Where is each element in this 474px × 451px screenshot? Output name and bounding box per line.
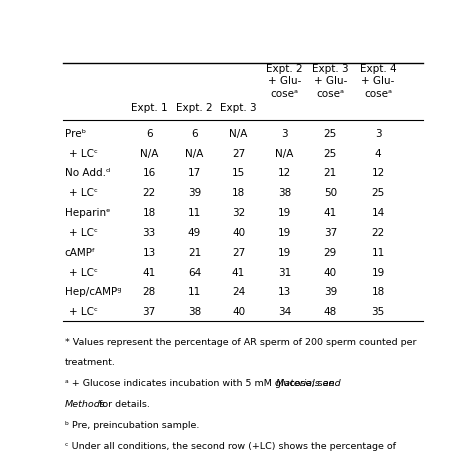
- Text: 17: 17: [188, 168, 201, 178]
- Text: 38: 38: [188, 307, 201, 317]
- Text: 38: 38: [278, 188, 291, 198]
- Text: Expt. 1: Expt. 1: [131, 103, 168, 113]
- Text: Expt. 2
+ Glu-
coseᵃ: Expt. 2 + Glu- coseᵃ: [266, 64, 303, 99]
- Text: 35: 35: [372, 307, 385, 317]
- Text: 25: 25: [324, 129, 337, 138]
- Text: N/A: N/A: [275, 148, 293, 158]
- Text: 19: 19: [372, 267, 385, 277]
- Text: 12: 12: [372, 168, 385, 178]
- Text: + LCᶜ: + LCᶜ: [69, 148, 98, 158]
- Text: Materials and: Materials and: [276, 378, 340, 387]
- Text: 19: 19: [278, 227, 291, 237]
- Text: 4: 4: [375, 148, 382, 158]
- Text: + LCᶜ: + LCᶜ: [69, 267, 98, 277]
- Text: 48: 48: [324, 307, 337, 317]
- Text: 25: 25: [372, 188, 385, 198]
- Text: 6: 6: [191, 129, 198, 138]
- Text: 21: 21: [324, 168, 337, 178]
- Text: Expt. 4
+ Glu-
coseᵃ: Expt. 4 + Glu- coseᵃ: [360, 64, 396, 99]
- Text: 34: 34: [278, 307, 291, 317]
- Text: 6: 6: [146, 129, 153, 138]
- Text: + LCᶜ: + LCᶜ: [69, 307, 98, 317]
- Text: ᵇ Pre, preincubation sample.: ᵇ Pre, preincubation sample.: [65, 420, 199, 429]
- Text: 40: 40: [232, 227, 245, 237]
- Text: ᶜ Under all conditions, the second row (+LC) shows the percentage of: ᶜ Under all conditions, the second row (…: [65, 441, 396, 450]
- Text: 41: 41: [324, 207, 337, 218]
- Text: 39: 39: [188, 188, 201, 198]
- Text: 41: 41: [143, 267, 156, 277]
- Text: 50: 50: [324, 188, 337, 198]
- Text: 37: 37: [143, 307, 156, 317]
- Text: Expt. 3
+ Glu-
coseᵃ: Expt. 3 + Glu- coseᵃ: [312, 64, 349, 99]
- Text: 22: 22: [372, 227, 385, 237]
- Text: + LCᶜ: + LCᶜ: [69, 227, 98, 237]
- Text: N/A: N/A: [185, 148, 204, 158]
- Text: 37: 37: [324, 227, 337, 237]
- Text: treatment.: treatment.: [65, 358, 116, 367]
- Text: N/A: N/A: [229, 129, 248, 138]
- Text: cAMPᶠ: cAMPᶠ: [65, 247, 96, 257]
- Text: 28: 28: [143, 287, 156, 297]
- Text: 25: 25: [324, 148, 337, 158]
- Text: 39: 39: [324, 287, 337, 297]
- Text: 41: 41: [232, 267, 245, 277]
- Text: 3: 3: [375, 129, 382, 138]
- Text: 11: 11: [188, 287, 201, 297]
- Text: No Add.ᵈ: No Add.ᵈ: [65, 168, 110, 178]
- Text: 15: 15: [232, 168, 245, 178]
- Text: 21: 21: [188, 247, 201, 257]
- Text: 27: 27: [232, 148, 245, 158]
- Text: Preᵇ: Preᵇ: [65, 129, 86, 138]
- Text: 24: 24: [232, 287, 245, 297]
- Text: 18: 18: [232, 188, 245, 198]
- Text: 13: 13: [143, 247, 156, 257]
- Text: N/A: N/A: [140, 148, 158, 158]
- Text: + LCᶜ: + LCᶜ: [69, 188, 98, 198]
- Text: 11: 11: [372, 247, 385, 257]
- Text: 3: 3: [281, 129, 288, 138]
- Text: * Values represent the percentage of AR sperm of 200 sperm counted per: * Values represent the percentage of AR …: [65, 337, 416, 346]
- Text: Expt. 3: Expt. 3: [220, 103, 257, 113]
- Text: 14: 14: [372, 207, 385, 218]
- Text: 49: 49: [188, 227, 201, 237]
- Text: Methods: Methods: [65, 399, 106, 408]
- Text: 19: 19: [278, 247, 291, 257]
- Text: 19: 19: [278, 207, 291, 218]
- Text: 22: 22: [143, 188, 156, 198]
- Text: 16: 16: [143, 168, 156, 178]
- Text: 12: 12: [278, 168, 291, 178]
- Text: 64: 64: [188, 267, 201, 277]
- Text: Expt. 2: Expt. 2: [176, 103, 213, 113]
- Text: Hep/cAMPᵍ: Hep/cAMPᵍ: [65, 287, 121, 297]
- Text: for details.: for details.: [96, 399, 150, 408]
- Text: 33: 33: [143, 227, 156, 237]
- Text: 29: 29: [324, 247, 337, 257]
- Text: Heparinᵉ: Heparinᵉ: [65, 207, 110, 218]
- Text: 31: 31: [278, 267, 291, 277]
- Text: ᵃ + Glucose indicates incubation with 5 mM glucose; see: ᵃ + Glucose indicates incubation with 5 …: [65, 378, 337, 387]
- Text: 18: 18: [143, 207, 156, 218]
- Text: 13: 13: [278, 287, 291, 297]
- Text: 18: 18: [372, 287, 385, 297]
- Text: 27: 27: [232, 247, 245, 257]
- Text: 40: 40: [324, 267, 337, 277]
- Text: 40: 40: [232, 307, 245, 317]
- Text: 32: 32: [232, 207, 245, 218]
- Text: 11: 11: [188, 207, 201, 218]
